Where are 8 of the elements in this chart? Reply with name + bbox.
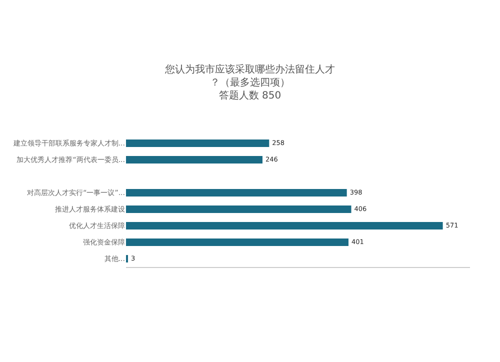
bar: [126, 238, 348, 246]
bar: [126, 222, 443, 230]
bar: [126, 189, 347, 196]
bar: [126, 156, 262, 164]
bar: [126, 206, 352, 213]
chart-subtitle: 答题人数 850: [218, 89, 282, 102]
chart-title: 您认为我市应该采取哪些办法留住人才？（最多选四项）: [164, 63, 335, 88]
bar: [126, 140, 270, 147]
